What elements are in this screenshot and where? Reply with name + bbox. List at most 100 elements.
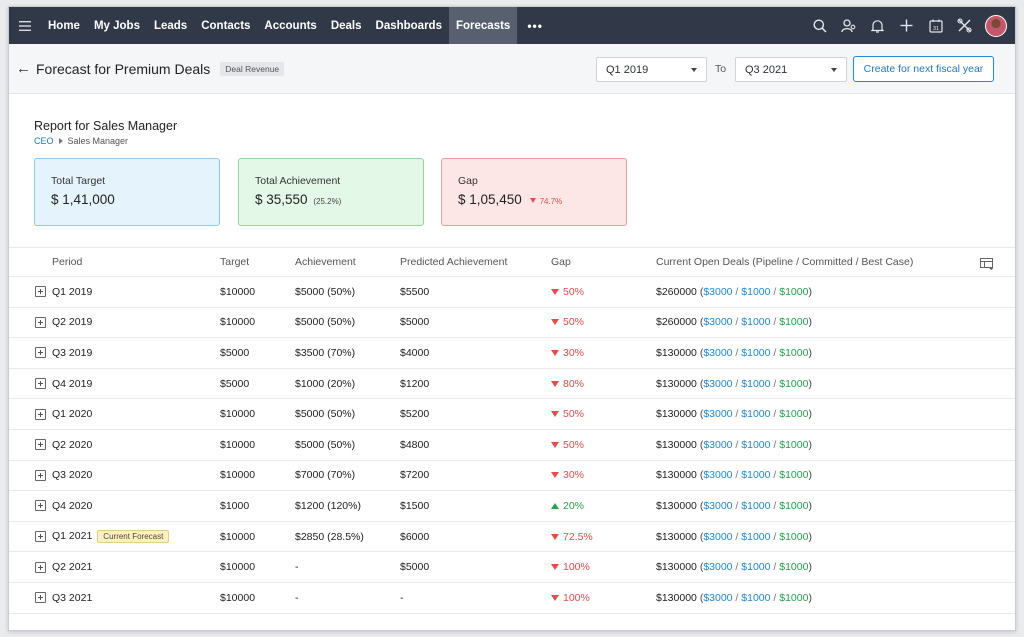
committed-value[interactable]: $1000 [741,438,771,451]
header-open-deals: Current Open Deals (Pipeline / Committed… [656,256,914,268]
tab-dashboards[interactable]: Dashboards [375,19,442,32]
table-row[interactable]: Q4 2019 $5000 $1000 (20%) $1200 80% $130… [9,369,1015,400]
expand-row-icon[interactable] [35,316,46,328]
expand-row-icon[interactable] [35,439,46,451]
committed-value[interactable]: $1000 [741,346,771,359]
best-case-value[interactable]: $1000 [779,499,809,512]
create-next-fiscal-year-button[interactable]: Create for next fiscal year [853,56,994,82]
paren-open: ( [699,438,704,451]
best-case-value[interactable]: $1000 [779,408,809,421]
predicted-cell: $4000 [400,346,430,359]
committed-value[interactable]: $1000 [741,561,771,574]
table-row[interactable]: Q1 2020 $10000 $5000 (50%) $5200 50% $13… [9,399,1015,430]
pipeline-value[interactable]: $3000 [703,285,733,298]
pipeline-value[interactable]: $3000 [703,561,733,574]
tab-home[interactable]: Home [48,19,80,32]
committed-value[interactable]: $1000 [741,316,771,329]
target-cell: $10000 [220,285,256,298]
period-value: Q3 2019 [52,346,93,359]
period-cell: Q3 2020 [52,469,92,481]
best-case-value[interactable]: $1000 [779,346,809,359]
user-avatar[interactable] [985,14,1007,37]
paren-open: ( [699,408,704,421]
committed-value[interactable]: $1000 [741,499,771,512]
column-settings-icon[interactable] [980,258,994,273]
pipeline-value[interactable]: $3000 [703,438,733,451]
pipeline-value[interactable]: $3000 [703,499,733,512]
tab-accounts[interactable]: Accounts [264,19,317,32]
pipeline-value[interactable]: $3000 [703,408,733,421]
table-row[interactable]: Q3 2021 $10000 - - 100% $130000 ($3000 /… [9,583,1015,614]
to-period-select[interactable]: Q3 2021 [735,57,847,82]
user-settings-icon[interactable] [834,18,863,33]
expand-row-icon[interactable] [35,561,46,573]
separator: / [732,438,742,451]
best-case-value[interactable]: $1000 [779,561,809,574]
separator: / [770,469,780,482]
tab-my-jobs[interactable]: My Jobs [93,19,140,32]
target-cell: $10000 [220,469,256,482]
table-row[interactable]: Q2 2020 $10000 $5000 (50%) $4800 50% $13… [9,430,1015,461]
pipeline-value[interactable]: $3000 [703,469,733,482]
tab-contacts[interactable]: Contacts [201,19,251,32]
expand-row-icon[interactable] [35,378,46,390]
pipeline-value[interactable]: $3000 [703,377,733,390]
open-deals-cell: $260000 ($3000 / $1000 / $1000) [656,316,812,328]
from-period-select[interactable]: Q1 2019 [596,57,707,82]
pipeline-value[interactable]: $3000 [703,316,733,329]
committed-value[interactable]: $1000 [741,530,771,543]
best-case-value[interactable]: $1000 [779,316,809,329]
expand-row-icon[interactable] [35,592,46,604]
hamburger-menu-icon[interactable] [13,18,37,34]
committed-value[interactable]: $1000 [741,408,771,421]
pipeline-value[interactable]: $3000 [703,591,733,604]
period-cell: Q1 2020 [52,408,92,420]
gap-cell: 50% [551,316,584,328]
table-row[interactable]: Q2 2021 $10000 - $5000 100% $130000 ($30… [9,552,1015,583]
expand-row-icon[interactable] [35,500,46,512]
pipeline-value[interactable]: $3000 [703,530,733,543]
open-deals-cell: $130000 ($3000 / $1000 / $1000) [656,439,812,451]
bell-icon[interactable] [863,19,892,33]
deals-total: $130000 [656,591,697,604]
committed-value[interactable]: $1000 [741,591,771,604]
table-row[interactable]: Q3 2020 $10000 $7000 (70%) $7200 30% $13… [9,461,1015,492]
table-row[interactable]: Q1 2021 Current Forecast $10000 $2850 (28… [9,522,1015,553]
committed-value[interactable]: $1000 [741,469,771,482]
target-cell: $10000 [220,438,256,451]
total-achievement-card: Total Achievement $ 35,550 (25.2%) [238,158,424,226]
expand-row-icon[interactable] [35,347,46,359]
gap-cell: 30% [551,469,584,481]
committed-value[interactable]: $1000 [741,285,771,298]
tab-leads[interactable]: Leads [153,19,188,32]
separator: / [732,469,742,482]
best-case-value[interactable]: $1000 [779,591,809,604]
table-row[interactable]: Q4 2020 $1000 $1200 (120%) $1500 20% $13… [9,491,1015,522]
best-case-value[interactable]: $1000 [779,285,809,298]
setup-tools-icon[interactable] [950,18,979,33]
back-arrow-icon[interactable]: ← [16,60,31,77]
table-row[interactable]: Q2 2019 $10000 $5000 (50%) $5000 50% $26… [9,308,1015,339]
tab-deals[interactable]: Deals [330,19,362,32]
best-case-value[interactable]: $1000 [779,438,809,451]
breadcrumb-root-link[interactable]: CEO [34,136,54,146]
expand-row-icon[interactable] [35,408,46,420]
plus-icon[interactable] [892,19,921,32]
page-title: Forecast for Premium Deals [36,60,211,77]
expand-row-icon[interactable] [35,286,46,298]
calendar-icon[interactable]: 31 [921,19,950,33]
more-tabs-button[interactable]: ••• [527,18,543,33]
gap-cell: 50% [551,439,584,451]
search-icon[interactable] [805,19,834,33]
trend-down-icon [551,288,559,295]
best-case-value[interactable]: $1000 [779,469,809,482]
table-row[interactable]: Q3 2019 $5000 $3500 (70%) $4000 30% $130… [9,338,1015,369]
expand-row-icon[interactable] [35,469,46,481]
best-case-value[interactable]: $1000 [779,530,809,543]
table-row[interactable]: Q1 2019 $10000 $5000 (50%) $5500 50% $26… [9,277,1015,308]
expand-row-icon[interactable] [35,531,46,543]
best-case-value[interactable]: $1000 [779,377,809,390]
tab-forecasts[interactable]: Forecasts [448,7,518,44]
pipeline-value[interactable]: $3000 [703,346,733,359]
committed-value[interactable]: $1000 [741,377,771,390]
